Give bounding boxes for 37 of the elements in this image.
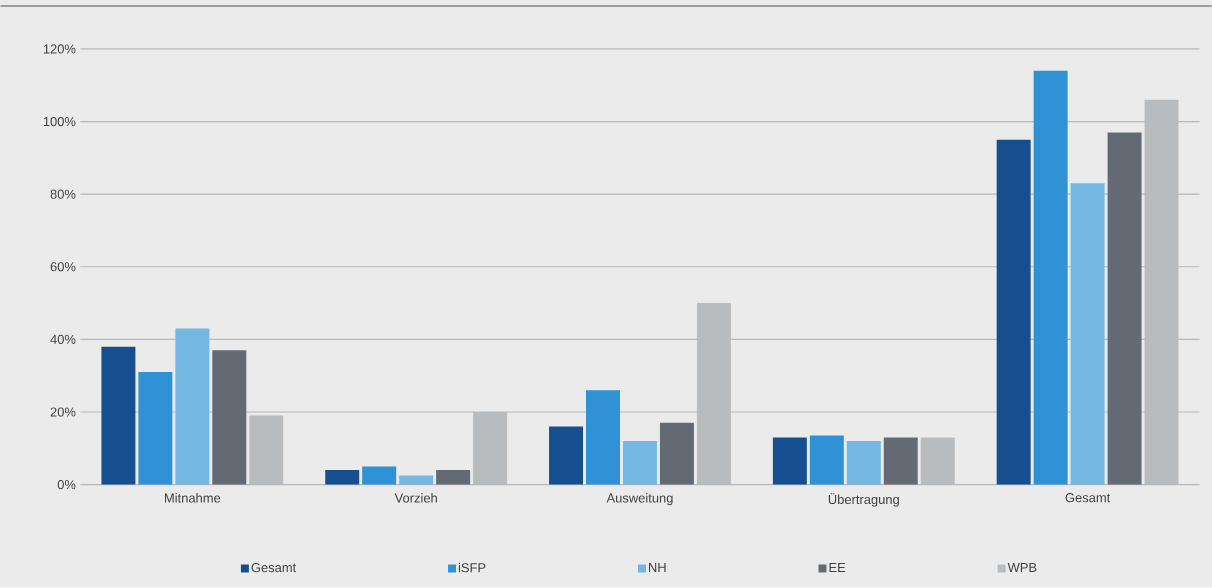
legend-label: iSFP bbox=[458, 563, 486, 573]
legend-label: NH bbox=[648, 563, 666, 573]
y-tick-label: 40% bbox=[50, 335, 76, 345]
bar bbox=[622, 441, 657, 485]
bar bbox=[846, 441, 881, 485]
bar bbox=[772, 437, 807, 485]
bar bbox=[212, 350, 247, 485]
legend-label: WPB bbox=[1007, 563, 1037, 573]
x-tick-label: Gesamt bbox=[1065, 493, 1111, 503]
bar bbox=[996, 139, 1031, 485]
bar bbox=[809, 435, 844, 485]
y-tick-label: 0% bbox=[57, 480, 76, 490]
y-tick-label: 120% bbox=[43, 44, 76, 54]
bar bbox=[362, 466, 397, 485]
bar bbox=[659, 423, 694, 485]
bar bbox=[325, 470, 360, 485]
bar bbox=[399, 475, 434, 485]
bar bbox=[1033, 70, 1068, 485]
bar bbox=[436, 470, 471, 485]
y-tick-label: 60% bbox=[50, 262, 76, 272]
x-tick-label: Übertragung bbox=[828, 493, 899, 507]
bar bbox=[1107, 132, 1142, 485]
x-tick-label: Ausweitung bbox=[606, 493, 673, 506]
bar bbox=[175, 328, 210, 485]
bar bbox=[549, 426, 584, 485]
legend-label: EE bbox=[829, 563, 846, 573]
bar bbox=[883, 437, 918, 485]
x-tick-label: Mitnahme bbox=[165, 493, 221, 503]
legend-label: Gesamt bbox=[251, 563, 297, 573]
y-tick-label: 100% bbox=[43, 117, 76, 127]
bar bbox=[586, 390, 620, 485]
bar bbox=[1070, 183, 1105, 485]
y-tick-label: 80% bbox=[50, 189, 76, 199]
x-tick-label: Vorzieh bbox=[394, 493, 437, 503]
bar bbox=[138, 372, 173, 485]
y-tick-label: 20% bbox=[50, 407, 76, 417]
bar bbox=[101, 346, 136, 485]
